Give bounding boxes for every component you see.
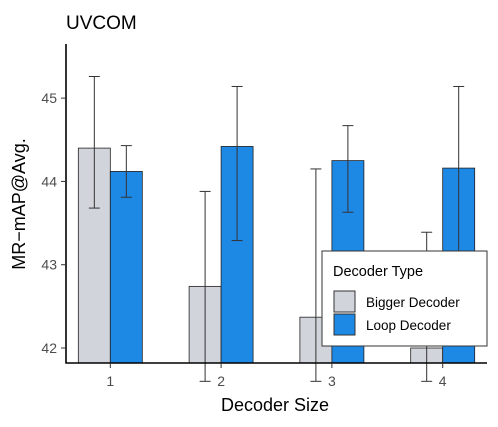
y-tick-label-43: 43: [41, 257, 57, 273]
error-bar-loop-decoder-1: [120, 145, 132, 198]
x-axis-title: Decoder Size: [221, 395, 329, 415]
x-tick-label-1: 1: [106, 373, 114, 389]
error-bar-loop-decoder-3: [342, 125, 354, 213]
error-bar-bigger-decoder-1: [88, 75, 100, 209]
legend-swatch-bigger-decoder: [333, 290, 356, 313]
error-bar-bigger-decoder-3: [310, 168, 322, 382]
x-tick-label-4: 4: [439, 373, 447, 389]
error-bar-bigger-decoder-2: [199, 190, 211, 382]
y-axis-title: MR−mAP@Avg.: [9, 138, 29, 269]
x-tick-label-3: 3: [328, 373, 336, 389]
y-tick-label-44: 44: [41, 173, 57, 189]
legend: Decoder Type Bigger Decoder Loop Decoder: [321, 250, 488, 347]
bar-loop-decoder-1: [109, 171, 143, 364]
legend-label-bigger-decoder: Bigger Decoder: [366, 295, 460, 310]
x-tick-label-2: 2: [217, 373, 225, 389]
legend-label-loop-decoder: Loop Decoder: [366, 318, 451, 333]
legend-title: Decoder Type: [333, 264, 423, 280]
chart-title: UVCOM: [66, 13, 137, 34]
error-bar-loop-decoder-2: [231, 85, 243, 242]
y-tick-label-45: 45: [41, 90, 57, 106]
legend-swatch-loop-decoder: [333, 313, 356, 336]
y-tick-label-42: 42: [41, 340, 57, 356]
